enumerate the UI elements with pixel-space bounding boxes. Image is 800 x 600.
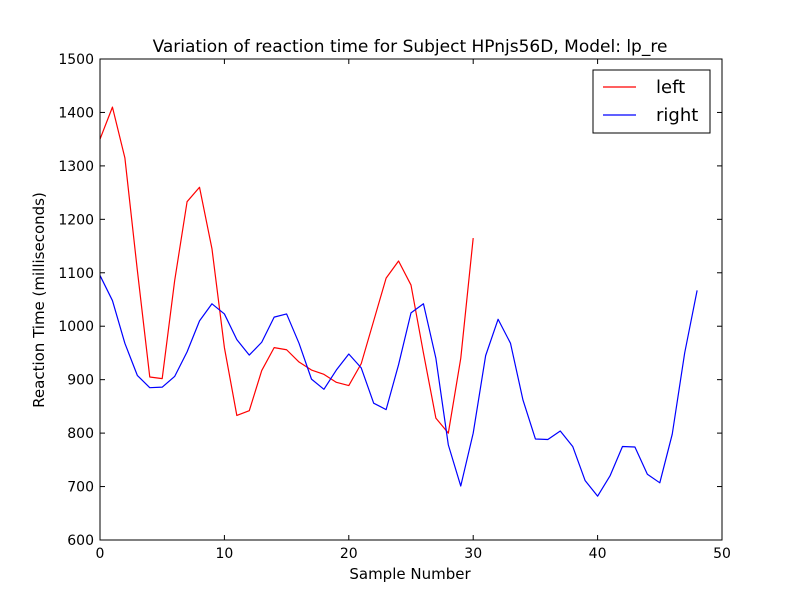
y-tick-label: 600 xyxy=(67,533,94,549)
y-tick-label: 1100 xyxy=(58,266,94,282)
legend-label-left: left xyxy=(656,77,685,98)
y-tick-label: 700 xyxy=(67,480,94,496)
y-tick-label: 800 xyxy=(67,426,94,442)
legend-box xyxy=(592,69,711,134)
legend-label-right: right xyxy=(656,105,698,126)
series-line-left xyxy=(99,106,474,434)
legend: left right xyxy=(592,69,711,134)
x-axis-label: Sample Number xyxy=(349,565,471,583)
x-tick-label: 40 xyxy=(589,546,607,562)
x-tick-label: 50 xyxy=(713,546,731,562)
x-tick-label: 30 xyxy=(464,546,482,562)
x-tick-label: 10 xyxy=(215,546,233,562)
axes-frame xyxy=(99,58,723,541)
y-tick-label: 1300 xyxy=(58,159,94,175)
y-tick-label: 1400 xyxy=(58,105,94,121)
y-axis-label: Reaction Time (milliseconds) xyxy=(30,192,48,408)
series-line-right xyxy=(99,275,698,497)
x-tick-label: 0 xyxy=(96,546,105,562)
y-tick-label: 1500 xyxy=(58,52,94,68)
y-tick-label: 1200 xyxy=(58,212,94,228)
plot-area: 0 10 20 30 40 50 600 700 800 900 1000 1100 1200 1300 1… xyxy=(58,52,731,562)
chart-title: Variation of reaction time for Subject H… xyxy=(153,37,668,57)
x-tick-label: 20 xyxy=(340,546,358,562)
y-tick-label: 900 xyxy=(67,373,94,389)
y-tick-label: 1000 xyxy=(58,319,94,335)
